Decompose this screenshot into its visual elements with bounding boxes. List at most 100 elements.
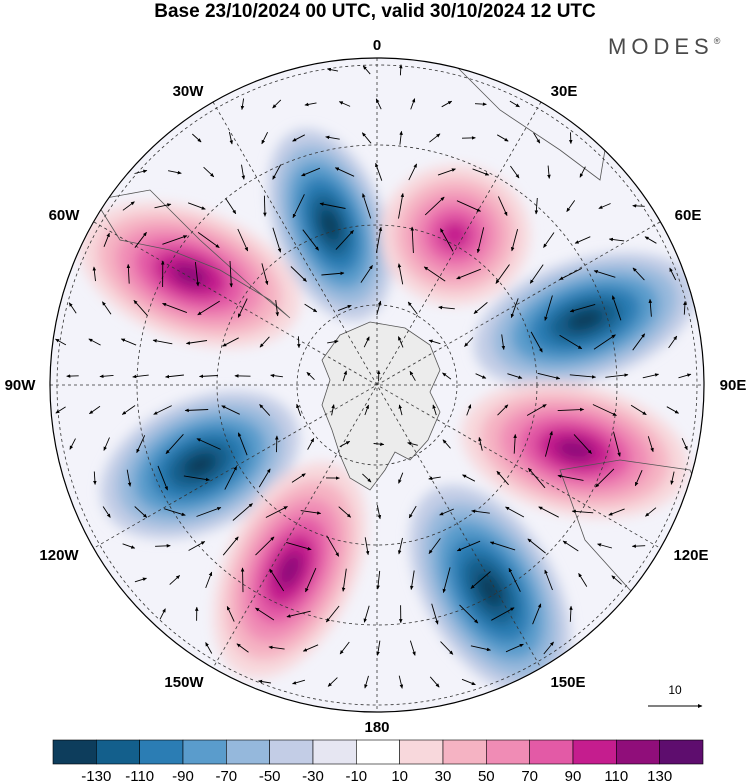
wind-vector xyxy=(185,340,208,345)
wind-vector xyxy=(399,130,403,145)
colorbar-tick-label: -70 xyxy=(215,768,237,783)
wind-vector xyxy=(409,370,416,381)
wind-vector xyxy=(397,336,404,348)
south-america-outline xyxy=(94,189,291,319)
wind-vector xyxy=(683,300,687,315)
wind-vector xyxy=(557,407,585,412)
wind-vector xyxy=(304,303,318,313)
wind-vector xyxy=(461,678,476,686)
wind-vector xyxy=(478,436,483,451)
wind-vector xyxy=(286,610,311,618)
wind-vector xyxy=(407,441,418,446)
wind-vector xyxy=(442,567,451,594)
colorbar-tick-label: -130 xyxy=(81,768,111,783)
colorbar-tick-label: 10 xyxy=(391,768,408,783)
colorbar: -130 -110 -90 -70 -50 -30 -10 10 30 50 70 90 110 130 xyxy=(52,739,704,783)
lon-label-30e: 30E xyxy=(551,83,578,100)
registered-mark: ® xyxy=(713,36,721,46)
wind-vector xyxy=(237,298,248,318)
colorbar-tick-label: 110 xyxy=(604,768,628,783)
map-disc xyxy=(50,58,704,712)
anomaly-positive-150w xyxy=(213,462,367,678)
wind-vector xyxy=(424,196,445,216)
wind-vector xyxy=(205,571,213,589)
wind-vector xyxy=(122,201,135,211)
wind-vector xyxy=(410,226,415,254)
wind-vector xyxy=(362,473,372,483)
wind-vector xyxy=(470,645,491,652)
wind-vector xyxy=(270,373,283,378)
wind-vector xyxy=(532,603,542,625)
lon-label-90e: 90E xyxy=(720,377,747,394)
wind-vector xyxy=(611,295,622,321)
wind-vector xyxy=(669,267,677,281)
wind-vector xyxy=(272,164,282,180)
wind-vector xyxy=(226,605,235,622)
wind-vector xyxy=(188,541,206,551)
wind-vector xyxy=(334,167,355,177)
wind-vector xyxy=(55,338,67,346)
wind-vector xyxy=(155,544,171,548)
wind-vector xyxy=(275,300,280,317)
wind-vector xyxy=(547,165,551,179)
wind-vector xyxy=(197,300,220,316)
wind-vector xyxy=(439,508,454,516)
wind-vector xyxy=(301,167,321,177)
wind-vector xyxy=(409,640,416,656)
wind-vector xyxy=(364,404,369,416)
wind-vector xyxy=(644,236,657,244)
wind-vector xyxy=(557,474,584,481)
wind-vector xyxy=(608,508,625,516)
anomaly-negative-115w-level-6 xyxy=(183,452,217,478)
wind-vector xyxy=(437,168,456,176)
colorbar-tick-label: 70 xyxy=(521,768,538,783)
wind-vector xyxy=(237,228,249,252)
anomaly-negative-150e xyxy=(409,485,571,695)
wind-vector xyxy=(428,538,441,554)
wind-vector xyxy=(319,202,346,209)
wind-vector xyxy=(306,371,315,381)
wind-vector xyxy=(126,469,132,487)
wind-vector xyxy=(593,270,616,278)
wind-vector xyxy=(169,575,181,585)
wind-vector xyxy=(410,98,416,110)
wind-vector xyxy=(103,437,110,451)
wind-vector xyxy=(133,299,148,316)
colorbar-swatch xyxy=(399,739,444,765)
wind-vector xyxy=(559,334,583,350)
wind-vector xyxy=(398,64,403,76)
wind-vector xyxy=(272,227,282,253)
wind-vector xyxy=(632,204,645,208)
australia-outline xyxy=(559,459,704,601)
wind-vector xyxy=(290,266,307,282)
wind-vector xyxy=(327,339,339,344)
wind-vector xyxy=(630,404,647,416)
wind-vector xyxy=(559,267,583,281)
wind-vector xyxy=(259,336,270,348)
wind-vector xyxy=(647,436,654,453)
wind-vector xyxy=(470,571,491,589)
wind-vector xyxy=(338,101,351,107)
wind-vector xyxy=(255,536,275,556)
wind-vector xyxy=(196,507,222,517)
wind-vector xyxy=(513,433,517,454)
anomaly-negative-30w-level-6 xyxy=(319,208,341,242)
wind-vector xyxy=(122,543,136,549)
brand-text: MODES xyxy=(608,34,714,59)
wind-vector xyxy=(456,540,481,552)
wind-vector xyxy=(258,468,271,488)
colorbar-swatch xyxy=(182,739,227,765)
wind-vector xyxy=(409,570,415,590)
wind-vector xyxy=(375,226,383,253)
wind-vector xyxy=(331,404,335,416)
wind-vector xyxy=(543,641,554,655)
wind-vector xyxy=(240,98,245,110)
wind-vector xyxy=(632,333,646,351)
wind-vector xyxy=(473,302,488,314)
wind-vector xyxy=(376,570,381,590)
wind-vector xyxy=(579,166,586,178)
wind-vector xyxy=(569,303,596,313)
wind-vector xyxy=(678,373,692,379)
wind-vector xyxy=(632,267,645,281)
